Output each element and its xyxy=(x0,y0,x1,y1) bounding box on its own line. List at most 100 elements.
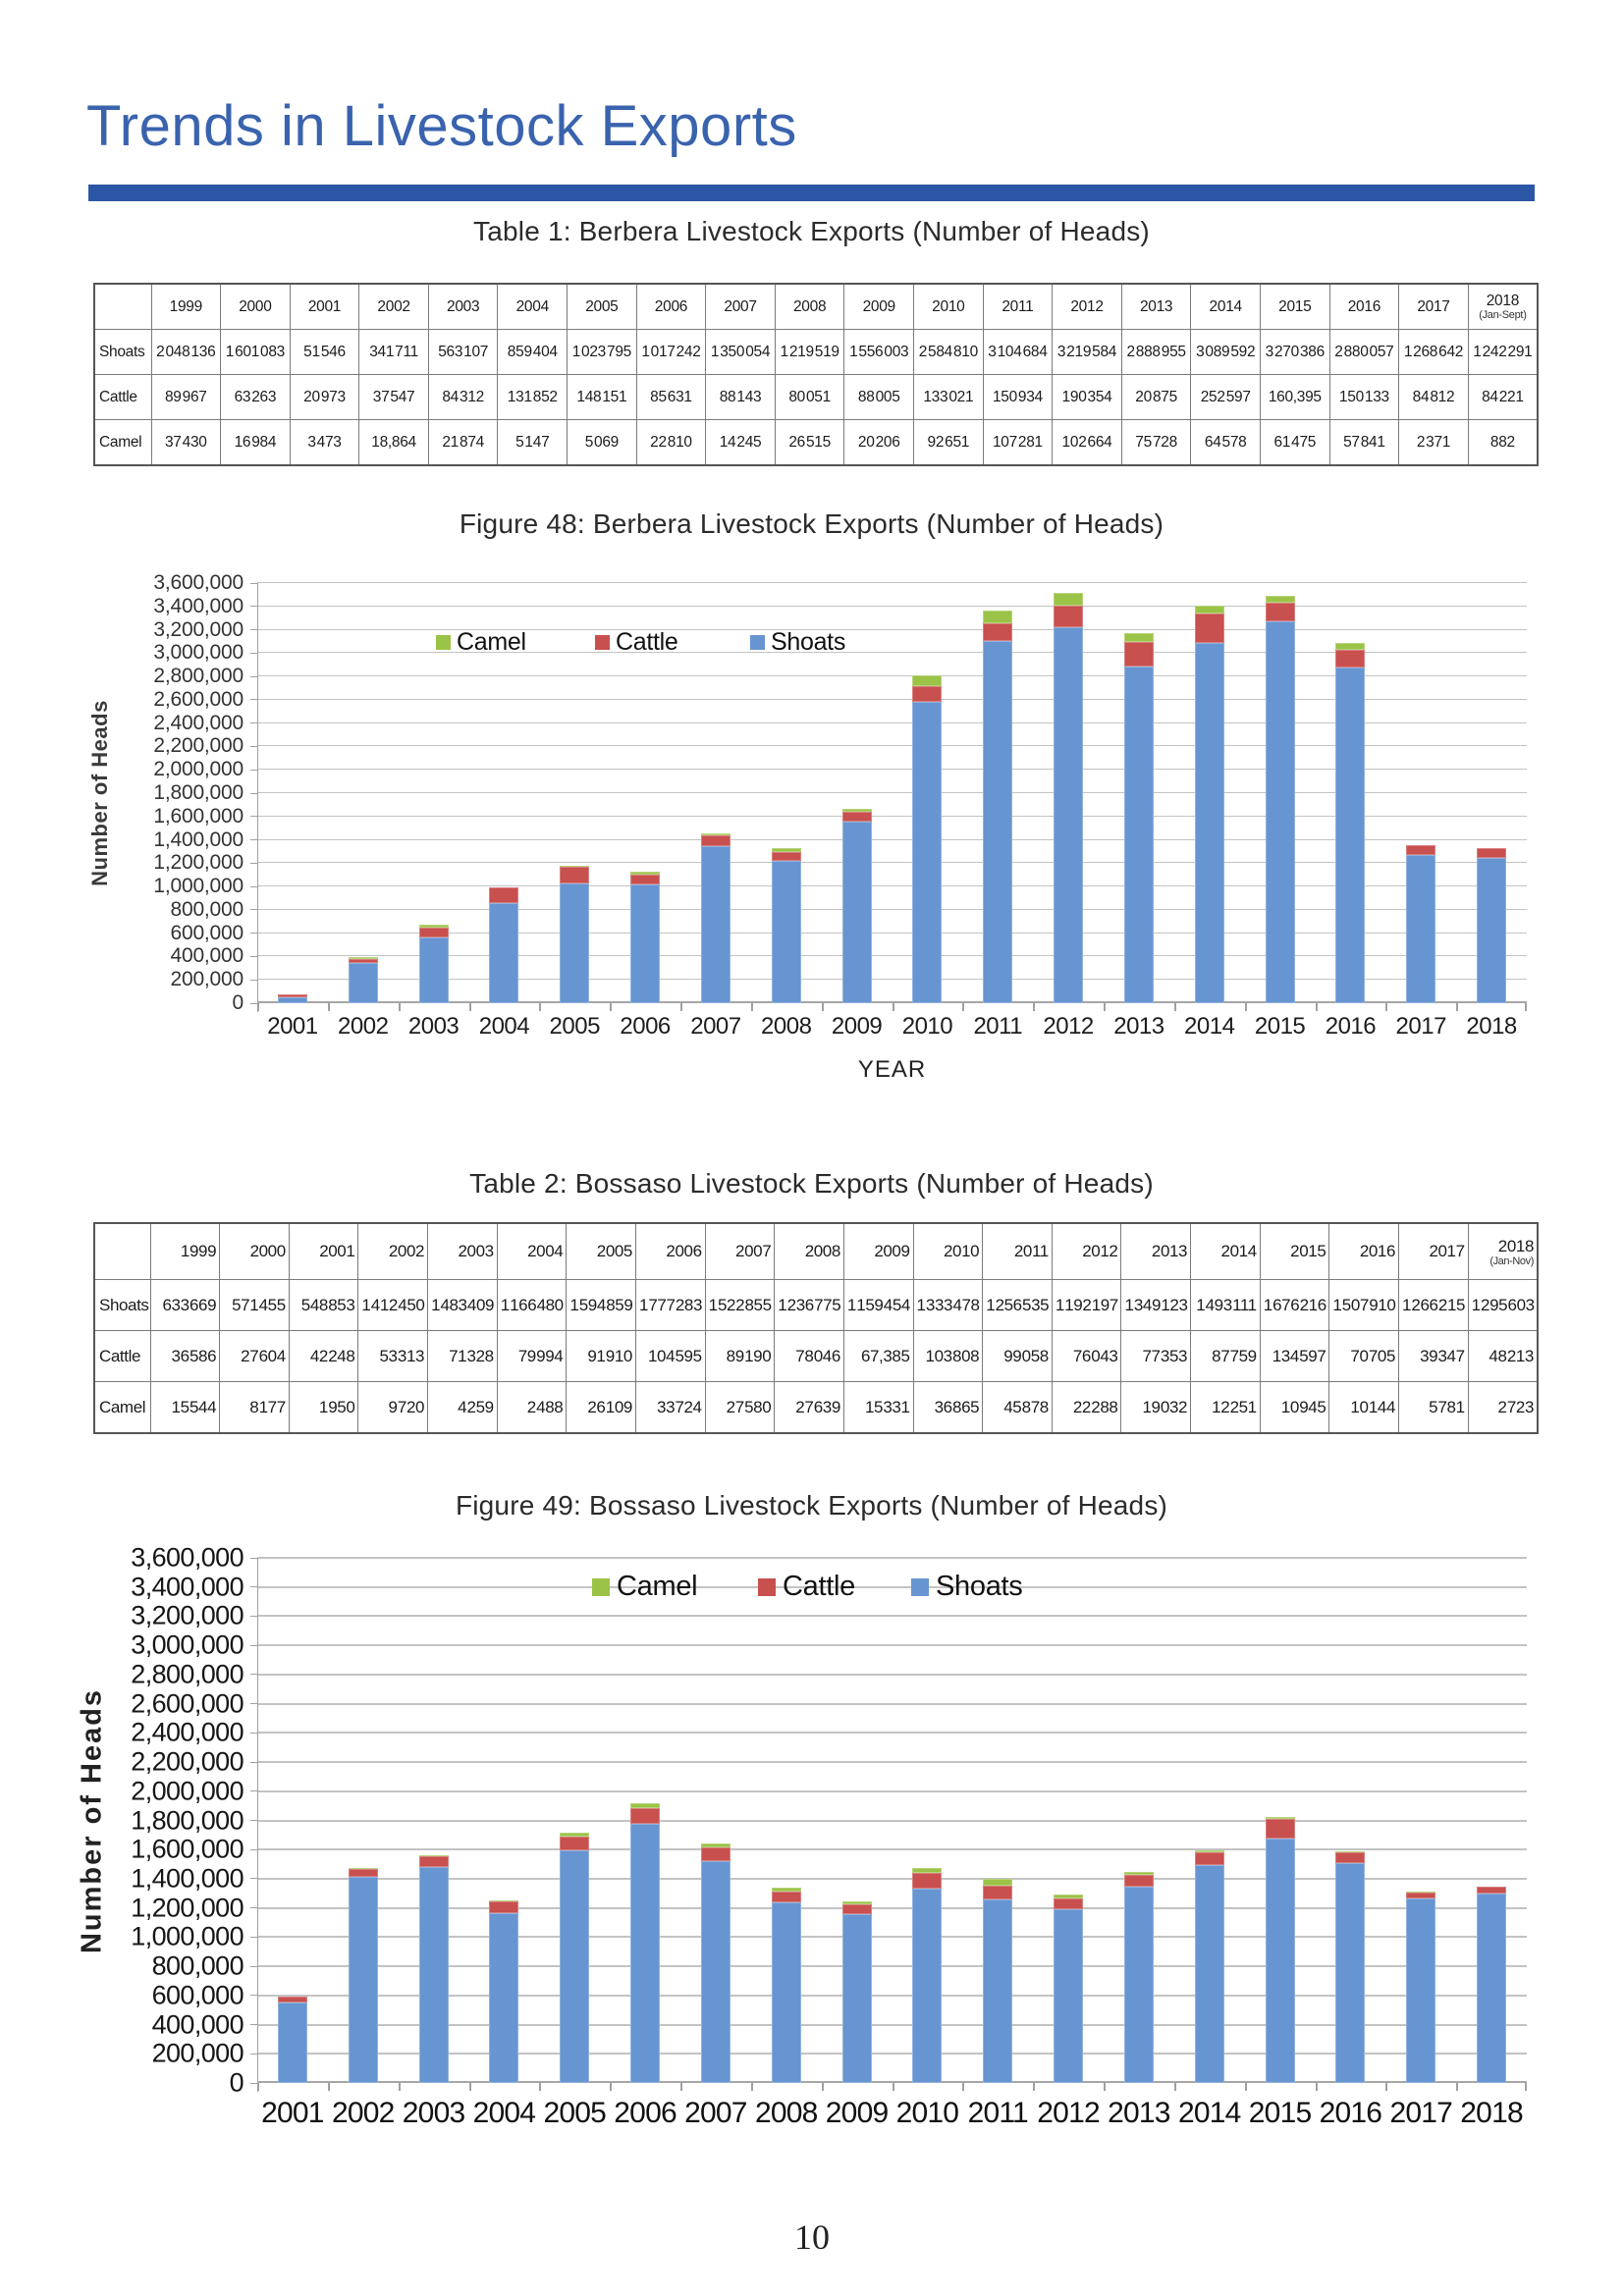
x-tick-label: 2010 xyxy=(895,2097,959,2129)
table-row: Camel 15 544 8 177 1 950 9 720 4 259 2 488 26 1… xyxy=(93,1381,1539,1434)
value-cell: 33 724 xyxy=(634,1381,706,1434)
bar-segment-shoats xyxy=(1054,1908,1084,2083)
stacked-bar xyxy=(912,674,943,1003)
row-label-cell: Shoats xyxy=(93,329,152,375)
bar-segment-shoats xyxy=(277,996,307,1003)
y-tick-label: 1,800,000 xyxy=(153,781,244,804)
table-corner-cell xyxy=(93,1222,151,1280)
value-cell: 1 017 242 xyxy=(635,329,707,375)
legend-item-shoats: Shoats xyxy=(911,1571,1023,1603)
y-tick-mark xyxy=(250,699,257,701)
stacked-bar xyxy=(983,1878,1013,2083)
stacked-bar xyxy=(348,1867,378,2083)
bar-column xyxy=(1456,1558,1527,2083)
value-cell: 64 578 xyxy=(1190,419,1261,466)
x-tick-label: 2016 xyxy=(1325,1013,1377,1040)
grid-line xyxy=(257,932,1527,934)
bar-segment-camel xyxy=(418,1855,449,1856)
value-cell: 36 586 xyxy=(149,1330,221,1382)
legend-swatch-cattle xyxy=(595,635,610,650)
bar-segment-shoats xyxy=(983,640,1013,1003)
x-tick-mark xyxy=(1033,2083,1036,2091)
x-tick-mark xyxy=(1385,1003,1388,1011)
value-cell: 37 547 xyxy=(358,374,429,420)
value-cell: 102 664 xyxy=(1052,419,1122,466)
value-cell: 15 331 xyxy=(842,1381,914,1434)
stacked-bar xyxy=(1123,1872,1154,2083)
bar-segment-cattle xyxy=(1335,1852,1366,1863)
bar-segment-cattle xyxy=(277,1997,307,2003)
x-tick-label: 2011 xyxy=(967,2097,1029,2129)
value-cell: 3 089 592 xyxy=(1190,329,1261,375)
bar-column xyxy=(822,583,893,1003)
value-cell: 27 604 xyxy=(219,1330,290,1382)
year-header-cell: 2015 xyxy=(1259,1222,1330,1280)
x-tick-label: 2018 xyxy=(1466,1013,1517,1040)
bar-column xyxy=(822,1558,893,2083)
value-cell: 1 556 003 xyxy=(843,329,915,375)
x-tick-mark xyxy=(1456,2083,1459,2091)
x-tick-mark xyxy=(892,1003,894,1011)
value-cell: 2 888 955 xyxy=(1120,329,1192,375)
bar-segment-shoats xyxy=(1265,621,1295,1003)
bar-segment-shoats xyxy=(1123,666,1154,1003)
value-cell: 5 069 xyxy=(567,419,637,466)
x-tick-mark xyxy=(468,2083,471,2091)
value-cell: 1 676 216 xyxy=(1259,1279,1330,1331)
legend-item-cattle: Cattle xyxy=(758,1571,855,1603)
y-tick-mark xyxy=(250,606,257,608)
x-tick-label: 2018 xyxy=(1460,2097,1523,2129)
year-header-cell: 2002 xyxy=(358,283,429,330)
value-cell: 79 994 xyxy=(496,1330,568,1382)
x-tick-mark xyxy=(398,1003,401,1011)
year-header-cell: 2012 xyxy=(1051,1222,1122,1280)
bar-segment-shoats xyxy=(348,1877,378,2083)
value-cell: 92 651 xyxy=(913,419,984,466)
year-header-note: (Jan-Sept) xyxy=(1479,309,1527,321)
bar-segment-cattle xyxy=(1194,613,1224,643)
figure49-y-axis-title: Number of Heads xyxy=(76,1687,108,1953)
year-header-note: (Jan-Nov) xyxy=(1489,1255,1534,1267)
value-cell: 99 058 xyxy=(982,1330,1053,1382)
value-cell: 20 973 xyxy=(289,374,360,420)
x-tick-mark xyxy=(468,1003,471,1011)
y-tick-mark xyxy=(250,909,257,911)
value-cell: 2 488 xyxy=(496,1381,568,1434)
figure48-caption: Figure 48: Berbera Livestock Exports (Nu… xyxy=(459,508,1164,539)
x-axis-line xyxy=(257,2081,1527,2083)
bar-segment-cattle xyxy=(1054,605,1084,628)
bar-segment-shoats xyxy=(418,1866,449,2083)
grid-line xyxy=(257,838,1527,840)
value-cell: 104 595 xyxy=(634,1330,706,1382)
value-cell: 2 048 136 xyxy=(150,329,222,375)
x-tick-label: 2015 xyxy=(1248,2097,1312,2129)
y-tick-label: 3,400,000 xyxy=(153,594,244,617)
bar-column xyxy=(539,583,610,1003)
stacked-bar xyxy=(912,1867,943,2083)
y-tick-label: 1,200,000 xyxy=(131,1893,244,1923)
value-cell: 563 107 xyxy=(427,329,499,375)
x-tick-mark xyxy=(962,1003,965,1011)
bar-segment-cattle xyxy=(560,1837,590,1850)
y-tick-mark xyxy=(250,1703,257,1705)
y-tick-mark xyxy=(250,1732,257,1734)
x-tick-mark xyxy=(1173,1003,1176,1011)
value-cell: 51 546 xyxy=(289,329,360,375)
bar-segment-camel xyxy=(630,1803,661,1809)
y-tick-label: 1,000,000 xyxy=(131,1921,244,1951)
stacked-bar xyxy=(1194,1850,1224,2083)
stacked-bar xyxy=(841,1901,872,2083)
legend-label: Cattle xyxy=(783,1571,855,1602)
bar-segment-cattle xyxy=(1335,649,1366,667)
bar-segment-shoats xyxy=(348,963,378,1003)
x-tick-label: 2011 xyxy=(973,1013,1023,1040)
value-cell: 1 159 454 xyxy=(842,1279,914,1331)
x-tick-label: 2005 xyxy=(543,2097,607,2129)
value-cell: 85 631 xyxy=(635,374,707,420)
bar-segment-shoats xyxy=(912,701,943,1003)
bar-segment-shoats xyxy=(700,1860,731,2083)
x-tick-mark xyxy=(610,2083,613,2091)
x-tick-mark xyxy=(1456,1003,1459,1011)
value-cell: 10 945 xyxy=(1259,1381,1330,1434)
value-cell: 103 808 xyxy=(912,1330,984,1382)
